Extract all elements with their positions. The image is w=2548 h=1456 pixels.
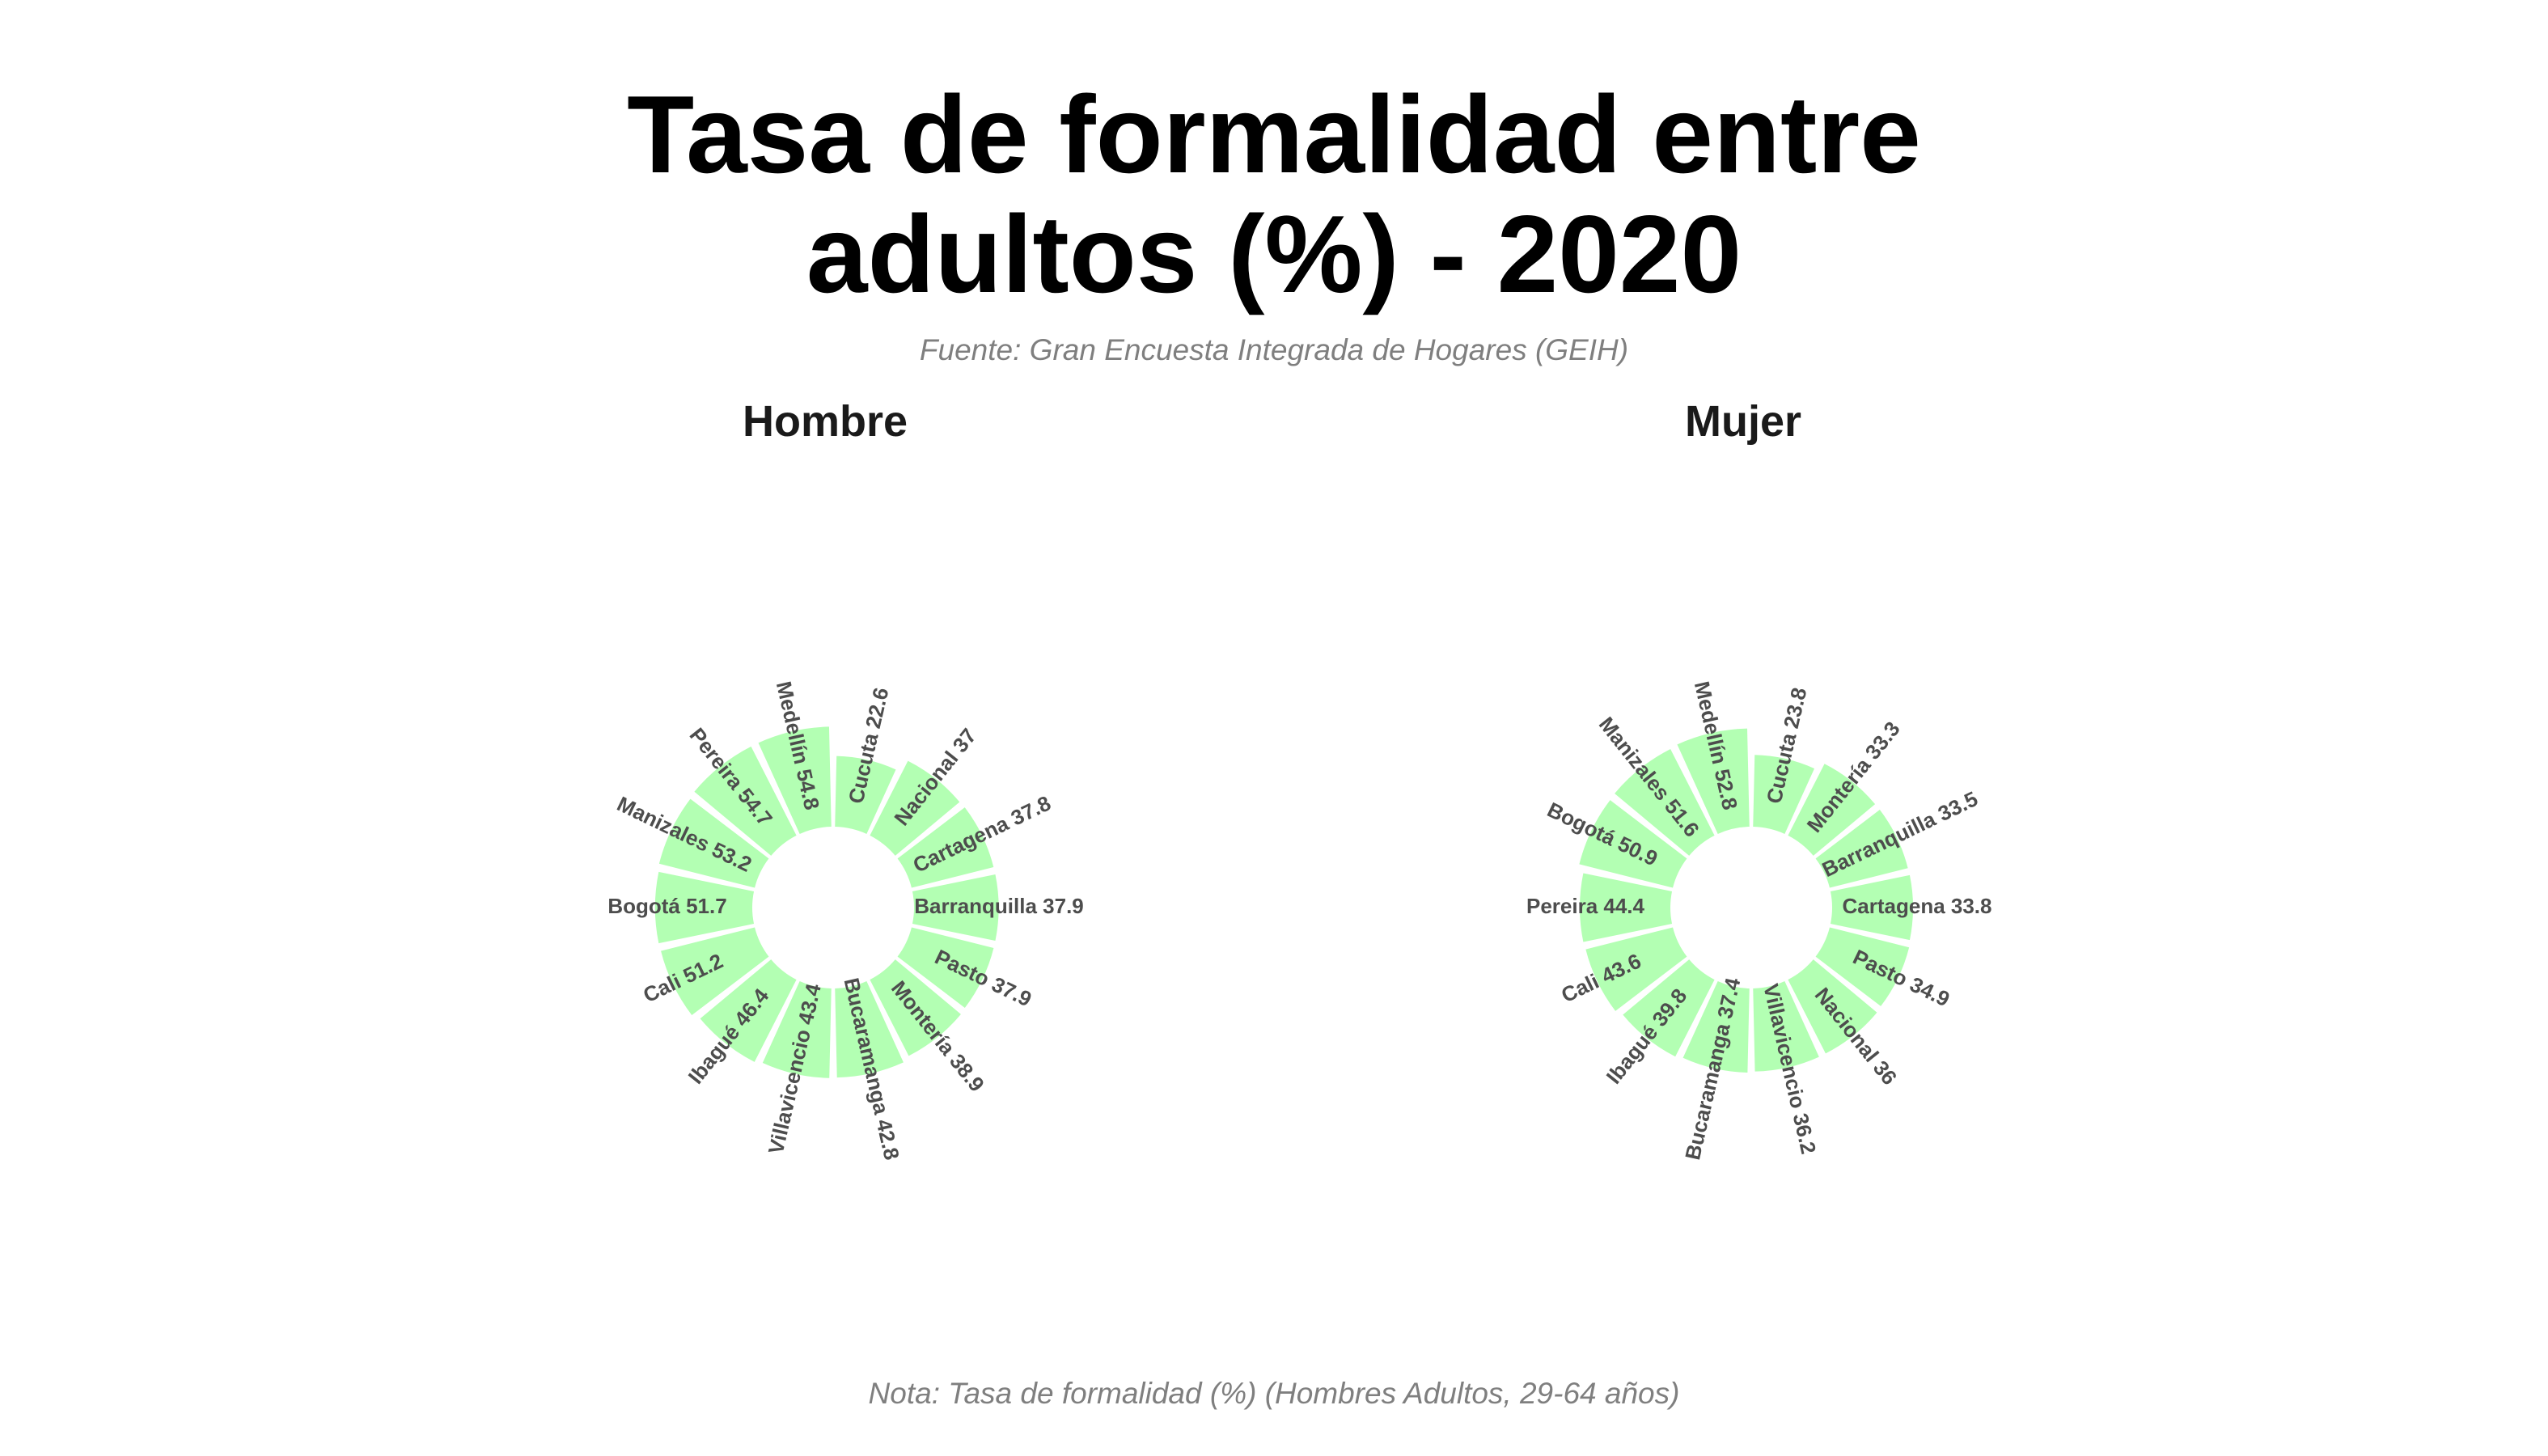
polar-bar-cali [661, 927, 769, 1016]
bar-label-pereira: Pereira 44.4 [1526, 894, 1645, 918]
polar-bar-cartagena [897, 807, 994, 888]
polar-bar-pasto [1815, 927, 1910, 1006]
polar-bar-ibagué [700, 959, 797, 1062]
panel-title-hombre: Hombre [742, 397, 908, 446]
polar-bar-villavicencio [1753, 981, 1819, 1072]
polar-bar-montería [1788, 764, 1876, 856]
polar-bar-bogotá [654, 871, 755, 944]
polar-bar-nacional [870, 760, 960, 856]
polar-bar-pereira [694, 746, 797, 856]
bar-label-cartagena: Cartagena 33.8 [1843, 894, 1992, 918]
polar-bar-villavicencio [762, 981, 832, 1078]
polar-bar-manizales [658, 798, 769, 888]
polar-bar-bucaramanga [1682, 981, 1750, 1073]
chart-title-line-2: adultos (%) - 2020 [806, 193, 1742, 315]
chart-title: Tasa de formalidad entre adultos (%) - 2… [0, 74, 2548, 314]
polar-bar-bogotá [1579, 800, 1687, 888]
polar-bar-montería [870, 959, 961, 1056]
panel-title-mujer: Mujer [1684, 397, 1802, 446]
polar-bar-manizales [1615, 748, 1715, 856]
polar-bar-nacional [1788, 959, 1877, 1054]
bar-label-barranquilla: Barranquilla 37.9 [914, 894, 1084, 918]
polar-bar-cali [1585, 927, 1687, 1011]
polar-bar-medellín [758, 726, 832, 834]
polar-bar-cucuta [835, 756, 896, 834]
chart-note: Nota: Tasa de formalidad (%) (Hombres Ad… [868, 1377, 1680, 1410]
chart-title-line-1: Tasa de formalidad entre [627, 73, 1921, 196]
polar-bar-cucuta [1753, 755, 1815, 834]
polar-bar-cartagena [1830, 874, 1914, 941]
polar-bar-pereira [1580, 873, 1673, 942]
polar-bar-pasto [897, 927, 994, 1008]
chart-subtitle: Fuente: Gran Encuesta Integrada de Hogar… [919, 333, 1629, 366]
polar-bar-bucaramanga [835, 981, 904, 1078]
polar-bar-medellín [1677, 728, 1750, 834]
bar-label-bogotá: Bogotá 51.7 [607, 894, 726, 918]
polar-bar-barranquilla [912, 874, 999, 942]
polar-bar-ibagué [1623, 959, 1715, 1057]
polar-bar-barranquilla [1815, 810, 1908, 888]
